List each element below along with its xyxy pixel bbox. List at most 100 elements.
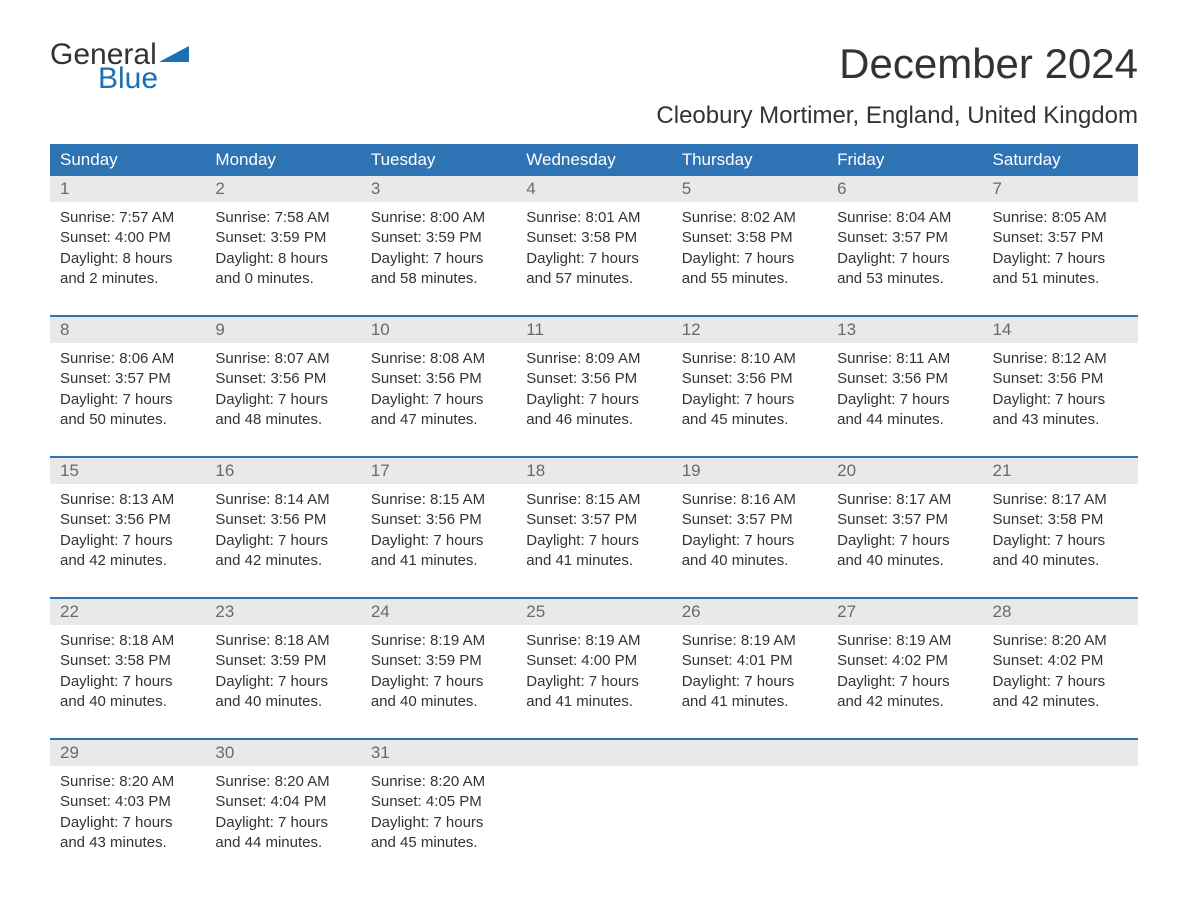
daylight-line-2: and 53 minutes. — [837, 269, 972, 289]
day-cell: Sunrise: 8:11 AMSunset: 3:56 PMDaylight:… — [827, 343, 982, 457]
daylight-line-2: and 0 minutes. — [215, 269, 350, 289]
daylight-line-2: and 51 minutes. — [993, 269, 1128, 289]
daylight-line-1: Daylight: 7 hours — [371, 249, 506, 269]
calendar-table: Sunday Monday Tuesday Wednesday Thursday… — [50, 144, 1138, 879]
daylight-line-2: and 41 minutes. — [526, 692, 661, 712]
daylight-line-2: and 41 minutes. — [371, 551, 506, 571]
sunrise-line: Sunrise: 7:57 AM — [60, 208, 195, 228]
col-saturday: Saturday — [983, 144, 1138, 176]
sunset-line: Sunset: 3:56 PM — [215, 369, 350, 389]
daylight-line-2: and 42 minutes. — [837, 692, 972, 712]
sunset-line: Sunset: 3:56 PM — [371, 369, 506, 389]
col-sunday: Sunday — [50, 144, 205, 176]
day-number — [983, 740, 1138, 766]
day-cell: Sunrise: 8:15 AMSunset: 3:57 PMDaylight:… — [516, 484, 671, 598]
day-cell: Sunrise: 7:57 AMSunset: 4:00 PMDaylight:… — [50, 202, 205, 316]
daylight-line-2: and 41 minutes. — [526, 551, 661, 571]
day-number — [827, 740, 982, 766]
sunrise-line: Sunrise: 8:15 AM — [526, 490, 661, 510]
logo: General Blue — [50, 40, 193, 94]
day-cell — [983, 766, 1138, 879]
col-tuesday: Tuesday — [361, 144, 516, 176]
sunrise-line: Sunrise: 7:58 AM — [215, 208, 350, 228]
sunrise-line: Sunrise: 8:02 AM — [682, 208, 817, 228]
day-cell: Sunrise: 8:20 AMSunset: 4:05 PMDaylight:… — [361, 766, 516, 879]
daylight-line-1: Daylight: 7 hours — [215, 813, 350, 833]
sunrise-line: Sunrise: 8:00 AM — [371, 208, 506, 228]
sunset-line: Sunset: 3:59 PM — [215, 228, 350, 248]
sunrise-line: Sunrise: 8:14 AM — [215, 490, 350, 510]
sunrise-line: Sunrise: 8:07 AM — [215, 349, 350, 369]
sunrise-line: Sunrise: 8:20 AM — [993, 631, 1128, 651]
day-number: 7 — [983, 176, 1138, 202]
day-cell: Sunrise: 8:06 AMSunset: 3:57 PMDaylight:… — [50, 343, 205, 457]
daylight-line-2: and 40 minutes. — [371, 692, 506, 712]
sunset-line: Sunset: 3:59 PM — [215, 651, 350, 671]
sunset-line: Sunset: 3:56 PM — [60, 510, 195, 530]
day-cell: Sunrise: 8:17 AMSunset: 3:57 PMDaylight:… — [827, 484, 982, 598]
day-number: 19 — [672, 458, 827, 484]
day-number-row: 891011121314 — [50, 317, 1138, 343]
daylight-line-1: Daylight: 7 hours — [837, 531, 972, 551]
daylight-line-1: Daylight: 7 hours — [993, 249, 1128, 269]
day-number: 8 — [50, 317, 205, 343]
day-cell: Sunrise: 8:02 AMSunset: 3:58 PMDaylight:… — [672, 202, 827, 316]
day-cell: Sunrise: 8:13 AMSunset: 3:56 PMDaylight:… — [50, 484, 205, 598]
location-subtitle: Cleobury Mortimer, England, United Kingd… — [50, 102, 1138, 130]
sunset-line: Sunset: 3:57 PM — [682, 510, 817, 530]
sunset-line: Sunset: 3:57 PM — [993, 228, 1128, 248]
day-number: 14 — [983, 317, 1138, 343]
sunset-line: Sunset: 3:57 PM — [60, 369, 195, 389]
day-data-row: Sunrise: 8:18 AMSunset: 3:58 PMDaylight:… — [50, 625, 1138, 739]
day-cell: Sunrise: 8:20 AMSunset: 4:02 PMDaylight:… — [983, 625, 1138, 739]
daylight-line-2: and 45 minutes. — [371, 833, 506, 853]
daylight-line-1: Daylight: 7 hours — [371, 813, 506, 833]
day-cell: Sunrise: 8:19 AMSunset: 4:02 PMDaylight:… — [827, 625, 982, 739]
sunrise-line: Sunrise: 8:11 AM — [837, 349, 972, 369]
day-number: 3 — [361, 176, 516, 202]
sunrise-line: Sunrise: 8:19 AM — [682, 631, 817, 651]
sunrise-line: Sunrise: 8:19 AM — [526, 631, 661, 651]
sunrise-line: Sunrise: 8:09 AM — [526, 349, 661, 369]
logo-text-blue: Blue — [98, 64, 193, 94]
sunset-line: Sunset: 3:56 PM — [837, 369, 972, 389]
day-number: 5 — [672, 176, 827, 202]
daylight-line-1: Daylight: 7 hours — [60, 672, 195, 692]
sunrise-line: Sunrise: 8:18 AM — [60, 631, 195, 651]
day-number: 10 — [361, 317, 516, 343]
day-cell: Sunrise: 8:19 AMSunset: 4:00 PMDaylight:… — [516, 625, 671, 739]
sunset-line: Sunset: 4:02 PM — [837, 651, 972, 671]
daylight-line-1: Daylight: 7 hours — [993, 672, 1128, 692]
day-number: 17 — [361, 458, 516, 484]
day-number-row: 293031 — [50, 740, 1138, 766]
day-cell: Sunrise: 8:20 AMSunset: 4:03 PMDaylight:… — [50, 766, 205, 879]
day-cell — [827, 766, 982, 879]
sunrise-line: Sunrise: 8:04 AM — [837, 208, 972, 228]
sunset-line: Sunset: 4:04 PM — [215, 792, 350, 812]
day-number-row: 22232425262728 — [50, 599, 1138, 625]
daylight-line-1: Daylight: 7 hours — [215, 531, 350, 551]
day-number-row: 1234567 — [50, 176, 1138, 202]
day-cell: Sunrise: 8:17 AMSunset: 3:58 PMDaylight:… — [983, 484, 1138, 598]
sunset-line: Sunset: 3:59 PM — [371, 228, 506, 248]
day-number: 11 — [516, 317, 671, 343]
day-cell — [672, 766, 827, 879]
daylight-line-1: Daylight: 7 hours — [371, 390, 506, 410]
daylight-line-1: Daylight: 7 hours — [682, 531, 817, 551]
sunrise-line: Sunrise: 8:19 AM — [371, 631, 506, 651]
day-cell: Sunrise: 8:01 AMSunset: 3:58 PMDaylight:… — [516, 202, 671, 316]
daylight-line-1: Daylight: 7 hours — [682, 390, 817, 410]
daylight-line-2: and 45 minutes. — [682, 410, 817, 430]
daylight-line-2: and 55 minutes. — [682, 269, 817, 289]
day-number: 29 — [50, 740, 205, 766]
daylight-line-2: and 44 minutes. — [215, 833, 350, 853]
day-cell: Sunrise: 8:00 AMSunset: 3:59 PMDaylight:… — [361, 202, 516, 316]
col-thursday: Thursday — [672, 144, 827, 176]
daylight-line-1: Daylight: 7 hours — [837, 390, 972, 410]
sunset-line: Sunset: 3:56 PM — [682, 369, 817, 389]
page-title: December 2024 — [839, 40, 1138, 88]
daylight-line-1: Daylight: 7 hours — [215, 672, 350, 692]
daylight-line-2: and 40 minutes. — [682, 551, 817, 571]
day-cell: Sunrise: 8:08 AMSunset: 3:56 PMDaylight:… — [361, 343, 516, 457]
sunset-line: Sunset: 3:57 PM — [837, 228, 972, 248]
